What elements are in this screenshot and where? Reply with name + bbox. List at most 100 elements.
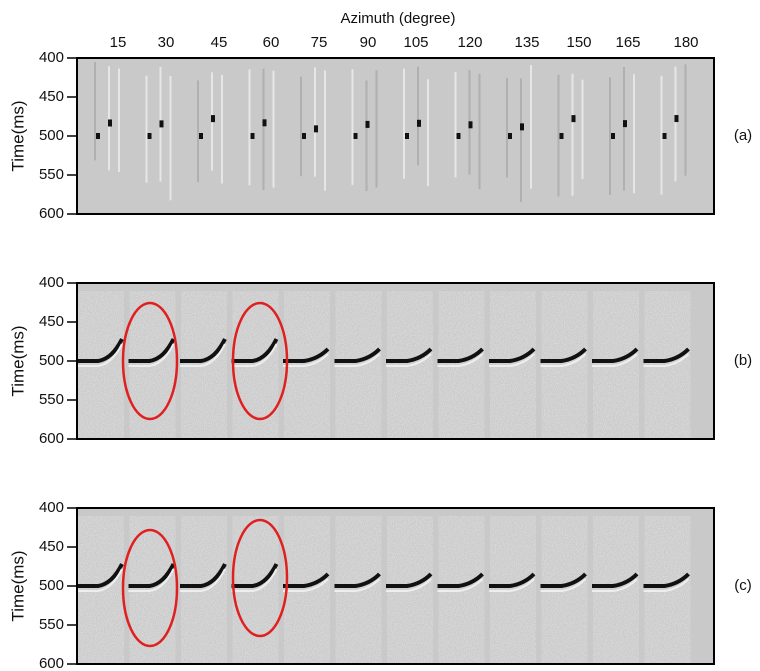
event-shadow	[334, 353, 381, 367]
trace-streak	[375, 70, 378, 188]
trace-streak	[221, 74, 223, 184]
event-curve	[592, 572, 639, 588]
y-tick-label: 550	[39, 391, 64, 408]
trace-streak	[262, 68, 265, 191]
y-tick-label: 450	[39, 313, 64, 330]
highlight-ellipse	[121, 301, 179, 421]
y-tick-label: 500	[39, 127, 64, 144]
x-tick-label: 180	[673, 34, 698, 51]
event-curve	[643, 572, 690, 588]
trace-streak	[248, 69, 251, 186]
trace-streak	[454, 72, 457, 178]
trace-streak	[506, 77, 508, 178]
panel-label: (c)	[734, 577, 752, 594]
trace-streak	[478, 73, 481, 190]
trace-streak	[530, 65, 532, 189]
y-tick-label: 500	[39, 352, 64, 369]
event-curve	[231, 338, 279, 363]
event-dot	[611, 133, 615, 139]
event-dot	[199, 133, 203, 139]
event-shadow	[489, 353, 535, 367]
event-dot	[508, 133, 512, 139]
event-shadow	[283, 578, 329, 592]
event-shadow	[386, 578, 432, 592]
event-shadow	[592, 578, 638, 592]
event-shadow	[592, 353, 638, 367]
trace-streak	[94, 62, 96, 161]
trace-streak	[557, 74, 560, 197]
event-curve	[437, 347, 484, 363]
x-axis-title: Azimuth (degree)	[340, 10, 455, 27]
highlight-ellipse	[231, 518, 289, 638]
event-curve	[283, 347, 330, 363]
event-curve	[77, 338, 124, 363]
trace-streak	[623, 66, 625, 191]
event-curve	[489, 572, 536, 588]
trace-streak	[169, 75, 172, 201]
y-tick-label: 600	[39, 655, 64, 671]
x-tick-label: 15	[110, 34, 127, 51]
event-curve	[77, 563, 124, 588]
event-curve	[592, 347, 639, 363]
trace-streak	[145, 75, 148, 183]
event-dot	[456, 133, 461, 139]
event-shadow	[437, 578, 484, 592]
event-dot	[571, 115, 576, 123]
trace-streak	[581, 79, 584, 179]
event-shadow	[283, 353, 329, 367]
x-tick-label: 150	[566, 34, 591, 51]
event-dot	[108, 119, 112, 127]
event-dot	[662, 133, 667, 139]
event-dot	[250, 133, 255, 139]
y-tick-label: 450	[39, 538, 64, 555]
event-shadow	[489, 578, 535, 592]
x-tick-label: 45	[211, 34, 228, 51]
event-dot	[559, 133, 564, 139]
trace-streak	[633, 74, 635, 194]
panel: 400 450 500 550 600 Time(ms) (c)	[8, 499, 751, 671]
y-axis-title: Time(ms)	[8, 100, 27, 171]
event-curve	[128, 563, 176, 588]
trace-streak	[427, 79, 429, 187]
event-curve	[128, 338, 176, 363]
event-curve	[231, 563, 279, 588]
event-dot	[147, 133, 152, 139]
event-curve	[540, 572, 587, 588]
event-dot	[520, 123, 524, 131]
y-tick-label: 600	[39, 430, 64, 447]
event-dot	[674, 115, 679, 123]
event-curve	[437, 572, 484, 588]
trace-streak	[197, 80, 199, 183]
trace-streak	[351, 69, 354, 185]
trace-streak	[674, 66, 677, 182]
y-tick-label: 550	[39, 616, 64, 633]
event-shadow	[77, 568, 123, 592]
trace-streak	[660, 75, 663, 195]
y-tick-label: 400	[39, 274, 64, 291]
y-tick-label: 550	[39, 166, 64, 183]
y-tick-label: 400	[39, 499, 64, 516]
x-tick-label: 105	[403, 34, 428, 51]
event-shadow	[231, 343, 278, 367]
x-tick-label: 165	[615, 34, 640, 51]
trace-streak	[324, 70, 326, 191]
event-curve	[386, 572, 433, 588]
trace-streak	[272, 70, 275, 188]
event-curve	[180, 563, 227, 588]
event-shadow	[77, 343, 123, 367]
highlight-ellipse	[121, 528, 179, 648]
y-axis-title: Time(ms)	[8, 550, 27, 621]
event-curve	[180, 338, 227, 363]
x-tick-label: 30	[158, 34, 175, 51]
event-dot	[302, 133, 306, 139]
event-dot	[314, 125, 318, 133]
trace-streak	[108, 66, 110, 171]
highlight-ellipse	[231, 301, 289, 421]
event-shadow	[437, 353, 484, 367]
event-dot	[96, 133, 100, 139]
event-shadow	[180, 568, 226, 592]
trace-streak	[417, 66, 419, 166]
y-tick-label: 600	[39, 205, 64, 222]
event-curve	[386, 347, 433, 363]
